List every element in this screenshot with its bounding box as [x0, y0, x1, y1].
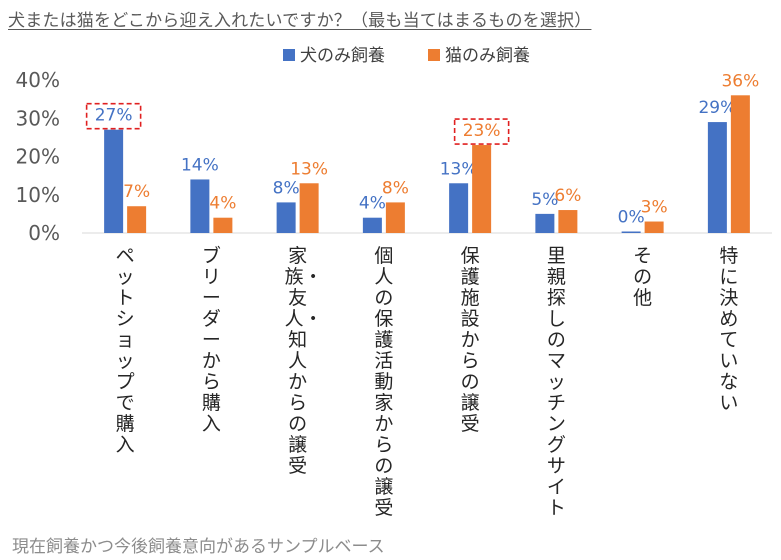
data-label: 29% — [698, 98, 736, 118]
data-label: 6% — [554, 186, 581, 206]
bar — [127, 206, 147, 233]
bar — [644, 221, 664, 233]
bar — [535, 213, 555, 233]
bar — [707, 122, 727, 233]
data-label: 23% — [463, 121, 501, 141]
data-label: 7% — [123, 182, 150, 202]
bar — [104, 129, 124, 233]
bar — [190, 179, 210, 233]
data-label: 13% — [290, 159, 328, 179]
bar — [621, 231, 641, 233]
data-label: 5% — [531, 190, 558, 210]
category-label: 家族・友人・知人からの譲受 — [284, 245, 323, 477]
data-label: 27% — [95, 106, 133, 126]
category-label: 個人の保護活動家からの譲受 — [374, 245, 394, 519]
legend-label: 犬のみ飼養 — [300, 46, 385, 66]
y-tick-label: 30% — [16, 106, 60, 130]
legend-label: 猫のみ飼養 — [445, 46, 530, 66]
category-label: 保護施設からの譲受 — [460, 245, 480, 435]
bar — [362, 217, 382, 233]
category-label: 里親探しのマッチングサイト — [546, 245, 566, 519]
data-label: 4% — [209, 194, 236, 214]
bar — [385, 202, 405, 233]
data-label: 3% — [641, 198, 668, 218]
data-label: 8% — [382, 178, 409, 198]
highlight-box — [85, 102, 142, 130]
highlight-box — [453, 118, 510, 145]
footnote: 現在飼養かつ今後飼養意向があるサンプルベース — [12, 537, 385, 557]
data-label: 4% — [359, 194, 386, 214]
bar — [276, 202, 296, 233]
data-label: 8% — [273, 178, 300, 198]
y-tick-label: 20% — [16, 145, 60, 169]
bar — [449, 183, 469, 233]
category-label: ペットショップで購入 — [115, 245, 135, 456]
category-label: 特に決めていない — [719, 245, 739, 414]
data-label: 13% — [440, 159, 478, 179]
category-label: ブリーダーから購入 — [201, 245, 221, 435]
bar — [558, 210, 578, 233]
data-label: 36% — [721, 71, 759, 91]
chart-title: 犬または猫をどこから迎え入れたいですか？（最も当てはまるものを選択） — [8, 11, 592, 31]
bar — [730, 95, 750, 233]
legend-swatch — [428, 49, 440, 61]
bar — [472, 145, 492, 233]
data-label: 0% — [618, 208, 645, 228]
y-tick-label: 0% — [28, 221, 60, 245]
y-tick-label: 40% — [16, 68, 60, 92]
y-tick-label: 10% — [16, 183, 60, 207]
bar — [299, 183, 319, 233]
bar — [213, 217, 233, 233]
legend-swatch — [283, 49, 295, 61]
data-label: 14% — [181, 155, 219, 175]
category-label: その他 — [633, 245, 653, 309]
